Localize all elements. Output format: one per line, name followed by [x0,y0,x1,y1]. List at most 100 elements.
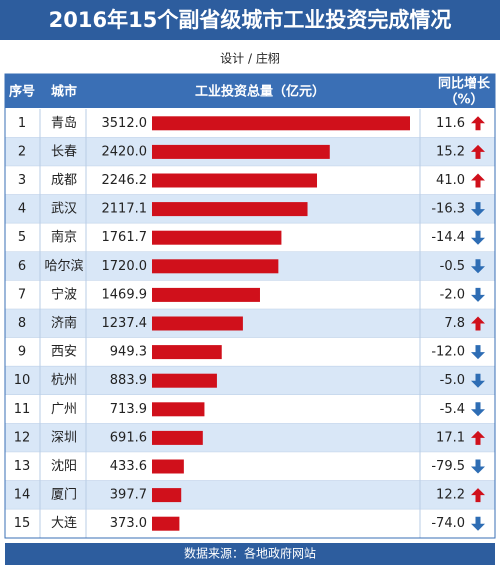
value-label: 2117.1 [102,202,148,217]
city: 广州 [51,402,77,417]
chart-title: 2016年15个副省级城市工业投资完成情况 [49,8,452,32]
growth-arrow [471,430,485,445]
city: 哈尔滨 [44,258,83,274]
growth-arrow [471,144,485,159]
value-label: 397.7 [110,488,147,503]
value-label: 433.6 [110,459,147,474]
rank: 3 [18,173,26,188]
city: 杭州 [51,373,77,388]
city: 沈阳 [51,459,77,474]
growth-arrow [471,373,485,388]
city: 西安 [51,345,77,360]
growth-label: -12.0 [431,345,465,360]
growth-label: 7.8 [444,316,465,331]
rank: 14 [14,488,31,503]
header: （%） [444,92,483,108]
city: 长春 [51,144,77,159]
header: 城市 [51,84,77,100]
rank: 2 [18,144,26,159]
bar [152,459,184,474]
value-label: 949.3 [110,345,147,360]
rank: 6 [18,259,26,274]
growth-arrow [471,316,485,331]
value-label: 2420.0 [102,144,148,159]
growth-arrow [471,516,485,531]
row-bg [5,509,495,538]
table-border [4,73,496,539]
source: 数据来源：各地政府网站 [184,546,316,561]
rank: 4 [18,202,26,217]
header-row [5,74,495,108]
header: 序号 [9,84,35,100]
growth-label: -79.5 [431,459,465,474]
value-label: 883.9 [110,373,147,388]
value-label: 713.9 [110,402,147,417]
row-bg [5,337,495,367]
city: 厦门 [51,488,77,503]
rank: 9 [18,345,26,360]
growth-label: -5.4 [440,402,465,417]
value-label: 691.6 [110,430,147,445]
bar [152,116,410,131]
growth-label: -5.0 [440,373,465,388]
growth-arrow [471,287,485,302]
growth-label: 11.6 [436,116,465,131]
city: 南京 [51,229,77,245]
header: 同比增长 [438,76,491,92]
value-label: 373.0 [110,516,147,531]
rank: 1 [18,116,26,131]
city: 青岛 [51,115,77,131]
city: 成都 [51,173,77,188]
title-bar [0,0,500,40]
growth-arrow [471,459,485,474]
row-bg [5,309,495,338]
bar [152,516,180,531]
growth-label: -16.3 [431,202,465,217]
growth-arrow [471,345,485,360]
rank: 13 [14,459,31,474]
growth-arrow [471,488,485,503]
row-bg [5,395,495,424]
value-label: 3512.0 [102,116,148,131]
bar [152,230,282,245]
growth-label: -14.4 [431,230,465,245]
growth-arrow [471,230,485,245]
row-bg [5,480,495,510]
growth-arrow [471,402,485,417]
bar [152,488,182,503]
growth-label: 15.2 [436,144,465,159]
city: 宁波 [51,286,77,302]
bar [152,259,279,274]
bar [152,287,260,302]
value-label: 1237.4 [102,316,148,331]
growth-label: 17.1 [436,430,465,445]
bar [152,345,222,360]
growth-label: -2.0 [440,287,465,302]
bar [152,144,330,159]
city: 大连 [51,515,77,531]
footer-bar [5,543,495,565]
rank: 15 [14,516,31,531]
rows: 1 青岛 3512.0 11.6 2 长春 2420.0 15.2 3 成都 2246.2 41.0 4… [4,73,496,539]
rank: 5 [18,230,26,245]
bar [152,373,217,388]
value-label: 1761.7 [102,230,148,245]
growth-label: 12.2 [436,488,465,503]
row-bg [5,452,495,481]
city: 济南 [51,315,77,331]
growth-label: 41.0 [436,173,465,188]
row-bg [5,423,495,453]
rank: 12 [14,430,31,445]
value-label: 1469.9 [102,287,148,302]
growth-arrow [471,116,485,131]
rank: 7 [18,287,26,302]
growth-label: -74.0 [431,516,465,531]
row-bg [5,366,495,395]
growth-arrow [471,202,485,217]
subtitle: 设计 / 庄栩 [220,51,280,66]
value-label: 1720.0 [102,259,148,274]
city: 武汉 [51,202,77,217]
city: 深圳 [51,430,77,445]
bar [152,316,243,331]
